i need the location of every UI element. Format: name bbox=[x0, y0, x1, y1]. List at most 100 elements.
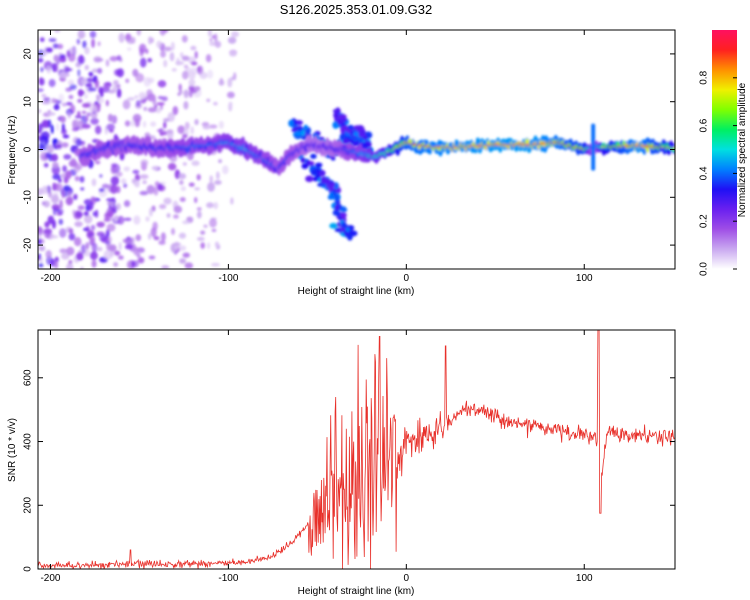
spectrogram-spike-blob bbox=[591, 123, 596, 128]
spectrogram-noise-blob bbox=[106, 223, 116, 232]
spectrogram-noise-blob bbox=[66, 262, 74, 269]
spectrogram-noise-blob bbox=[157, 183, 163, 191]
spectrogram-noise-blob bbox=[229, 101, 233, 108]
spectrogram-noise-blob bbox=[207, 30, 212, 38]
spectrogram-noise-blob bbox=[196, 207, 202, 211]
spectrogram-noise-blob bbox=[97, 67, 103, 74]
spectrogram-noise-blob bbox=[48, 38, 57, 42]
spectrogram-noise-blob bbox=[118, 241, 122, 251]
spectrogram-noise-blob bbox=[107, 89, 116, 94]
x-tick-label: 100 bbox=[576, 273, 593, 284]
spectrogram-noise-blob bbox=[41, 94, 47, 98]
spectrogram-noise-blob bbox=[84, 46, 90, 55]
spectrogram-noise-blob bbox=[38, 229, 45, 235]
spectrogram-noise-blob bbox=[109, 244, 117, 252]
colorbar-tick-label: 0.2 bbox=[699, 214, 710, 228]
spectrogram-noise-blob bbox=[231, 31, 240, 38]
spectrogram-noise-blob bbox=[58, 218, 64, 225]
spectrogram-noise-blob bbox=[125, 239, 132, 245]
spectrogram-noise-blob bbox=[196, 174, 201, 181]
spectrogram-noise-blob bbox=[134, 95, 139, 99]
snr-panel: -200 -100 0 100 0 200 400 600 Height of straig… bbox=[7, 329, 676, 597]
spectrogram-noise-blob bbox=[50, 124, 54, 134]
spectrogram-noise-blob bbox=[89, 30, 97, 39]
spectrogram-noise-blob bbox=[179, 52, 184, 58]
spectrogram-noise-blob bbox=[73, 193, 78, 199]
spectrogram-noise-blob bbox=[178, 245, 187, 251]
spectrogram-noise-blob bbox=[44, 221, 50, 228]
spectrogram-noise-blob bbox=[172, 106, 179, 116]
spectrogram-noise-blob bbox=[218, 159, 222, 164]
y-tick-label: -10 bbox=[23, 190, 34, 205]
spectrogram-noise-blob bbox=[147, 77, 155, 84]
spectrogram-noise-blob bbox=[178, 173, 187, 180]
spectrogram-noise-blob bbox=[190, 126, 194, 135]
spectrogram-noise-blob bbox=[226, 91, 235, 99]
spectrogram-noise-blob bbox=[211, 262, 220, 267]
spectrogram-noise-blob bbox=[109, 210, 114, 217]
spectrogram-noise-blob bbox=[54, 30, 61, 33]
colorbar-tick-label: 0.0 bbox=[699, 262, 710, 276]
snr-frame bbox=[37, 329, 676, 570]
spectrogram-noise-blob bbox=[54, 183, 63, 192]
spectrogram-noise-blob bbox=[52, 173, 61, 180]
spectrogram-noise-blob bbox=[214, 40, 222, 48]
spectrogram-noise-blob bbox=[206, 98, 211, 103]
spectrogram-noise-blob bbox=[67, 79, 75, 86]
x-tick-label: -200 bbox=[40, 273, 60, 284]
spectrogram-noise-blob bbox=[103, 82, 113, 88]
spectrogram-noise-blob bbox=[77, 30, 85, 40]
spectrogram-branch-blob bbox=[294, 131, 303, 137]
spectrogram-noise-blob bbox=[63, 65, 70, 74]
spectrogram-branch-blob bbox=[301, 129, 306, 136]
spectrogram-noise-blob bbox=[163, 46, 172, 52]
spectrogram-noise-blob bbox=[61, 252, 70, 260]
spectrogram-branch-blob bbox=[320, 176, 328, 184]
spectrogram-noise-blob bbox=[90, 110, 98, 119]
spectrogram-noise-blob bbox=[171, 227, 175, 236]
spectrogram-noise-blob bbox=[188, 79, 196, 87]
spectrogram-noise-blob bbox=[139, 190, 149, 196]
spectrogram-noise-blob bbox=[46, 66, 52, 74]
spectrogram-branch-blob bbox=[347, 124, 354, 130]
spectrogram-noise-blob bbox=[91, 259, 97, 268]
spectrogram-noise-blob bbox=[113, 214, 119, 222]
spectrogram-noise-blob bbox=[227, 36, 237, 44]
spectrogram-noise-blob bbox=[161, 265, 170, 269]
spectrogram-noise-blob bbox=[85, 242, 90, 250]
spectrogram-noise-blob bbox=[134, 180, 140, 188]
spectrogram-content bbox=[38, 30, 675, 269]
spectrogram-noise-blob bbox=[160, 232, 166, 242]
spectrogram-noise-blob bbox=[123, 166, 130, 172]
spectrogram-noise-blob bbox=[97, 246, 103, 252]
spectrogram-noise-blob bbox=[59, 71, 68, 79]
spectrogram-noise-blob bbox=[59, 228, 67, 238]
spectrogram-noise-blob bbox=[98, 188, 105, 193]
spectrogram-noise-blob bbox=[183, 64, 189, 69]
spectrogram-noise-blob bbox=[130, 120, 135, 127]
spectrogram-noise-blob bbox=[71, 128, 79, 132]
spectrogram-noise-blob bbox=[80, 187, 85, 191]
spectrogram-noise-blob bbox=[147, 58, 153, 63]
spectrogram-noise-blob bbox=[66, 50, 71, 58]
x-tick-label: -100 bbox=[218, 573, 238, 584]
spectrogram-branch-blob bbox=[342, 139, 350, 145]
snr-series-line bbox=[38, 330, 675, 569]
spectrogram-noise-blob bbox=[85, 114, 89, 122]
spectrogram-branch-blob bbox=[315, 162, 323, 168]
y-tick-label: 20 bbox=[23, 48, 34, 60]
spectrogram-noise-blob bbox=[184, 121, 190, 130]
spectrogram-noise-blob bbox=[125, 33, 132, 42]
spectrogram-noise-blob bbox=[47, 215, 55, 225]
spectrogram-noise-blob bbox=[113, 79, 119, 85]
spectrogram-noise-blob bbox=[139, 174, 149, 180]
spectrogram-noise-blob bbox=[41, 185, 49, 195]
spectrogram-noise-blob bbox=[50, 153, 59, 162]
spectrogram-noise-blob bbox=[59, 199, 63, 209]
spectrogram-noise-blob bbox=[66, 246, 75, 256]
spectrogram-noise-blob bbox=[167, 162, 177, 171]
spectrogram-noise-blob bbox=[68, 94, 74, 100]
spectrogram-noise-blob bbox=[61, 189, 65, 199]
spectrogram-noise-blob bbox=[88, 71, 94, 77]
spectrogram-branch-blob bbox=[329, 191, 334, 199]
